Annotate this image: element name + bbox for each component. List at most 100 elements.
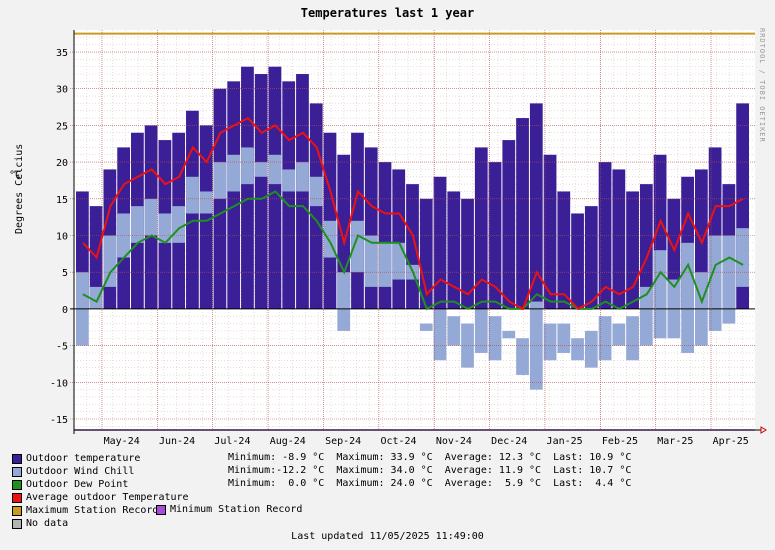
temperature-bar xyxy=(241,66,254,309)
legend-label: Outdoor temperature xyxy=(26,453,141,464)
wind-chill-bar xyxy=(186,176,199,214)
temperature-bar xyxy=(529,103,543,309)
y-tick-label: 35 xyxy=(56,48,68,59)
chart-title: Temperatures last 1 year xyxy=(300,6,475,20)
x-tick-label: Mar-25 xyxy=(657,436,693,447)
y-axis-unit: °C xyxy=(9,170,22,181)
wind-chill-bar xyxy=(557,323,571,353)
temperature-bar xyxy=(461,198,474,309)
last-updated: Last updated 11/05/2025 11:49:00 xyxy=(291,531,484,542)
wind-chill-bar xyxy=(461,323,474,368)
y-tick-label: 5 xyxy=(62,268,68,279)
legend-swatch xyxy=(12,518,22,529)
temperature-bar xyxy=(337,154,351,309)
wind-chill-bar xyxy=(612,323,626,346)
temperature-bar xyxy=(433,176,447,309)
legend-swatch xyxy=(12,479,22,490)
wind-chill-bar xyxy=(241,147,254,185)
wind-chill-bar xyxy=(474,308,488,353)
legend-item-outdoor-temperature: Outdoor temperature xyxy=(12,452,189,465)
stats-wind-chill: Minimum:-12.2 °C Maximum: 34.0 °C Averag… xyxy=(228,465,632,476)
y-tick-label: 0 xyxy=(62,305,68,316)
legend-swatch xyxy=(156,504,166,515)
legend-label: Average outdoor Temperature xyxy=(26,492,189,503)
wind-chill-bar xyxy=(543,323,557,361)
stats-dew-point: Minimum: 0.0 °C Maximum: 24.0 °C Average… xyxy=(228,478,632,489)
wind-chill-bar xyxy=(392,242,406,280)
temperature-bar xyxy=(474,147,488,309)
wind-chill-bar xyxy=(722,235,736,324)
wind-chill-bar xyxy=(268,154,282,185)
wind-chill-bar xyxy=(103,235,117,287)
wind-chill-bar xyxy=(681,242,694,353)
legend-swatch xyxy=(12,453,22,464)
wind-chill-bar xyxy=(626,316,639,361)
legend-swatch xyxy=(12,505,22,516)
temperature-bar xyxy=(406,184,419,309)
legend: Outdoor temperature Outdoor Wind Chill O… xyxy=(12,452,189,530)
temperature-bar xyxy=(227,81,241,309)
temperature-bar xyxy=(199,125,213,309)
legend-label: No data xyxy=(26,518,69,529)
wind-chill-bar xyxy=(296,162,309,192)
wind-chill-bar xyxy=(199,191,213,214)
y-tick-label: -15 xyxy=(50,415,68,426)
temperature-bar xyxy=(268,66,282,309)
legend-swatch xyxy=(12,492,22,503)
x-tick-label: May-24 xyxy=(104,436,140,447)
rrdtool-watermark: RRDTOOL / TOBI OETIKER xyxy=(758,28,766,143)
wind-chill-bar xyxy=(337,272,351,331)
x-tick-label: Jul-24 xyxy=(214,436,250,447)
y-tick-label: 25 xyxy=(56,121,68,132)
legend-label: Outdoor Wind Chill xyxy=(26,466,135,477)
wind-chill-bar xyxy=(598,316,612,361)
wind-chill-bar xyxy=(282,169,296,192)
y-tick-label: -10 xyxy=(50,378,68,389)
temperature-bar xyxy=(543,154,557,309)
temperature-bar xyxy=(612,169,626,309)
temperature-bar xyxy=(392,169,406,309)
wind-chill-bar xyxy=(447,316,461,346)
temperature-bar xyxy=(626,191,639,309)
wind-chill-bar xyxy=(227,154,241,192)
wind-chill-bar xyxy=(351,220,364,273)
temperature-bar xyxy=(254,74,268,309)
wind-chill-bar xyxy=(254,162,268,177)
legend-item-min-record: Minimum Station Record xyxy=(156,504,302,515)
x-tick-label: Oct-24 xyxy=(380,436,416,447)
temperature-bar xyxy=(502,140,516,309)
legend-item-wind-chill: Outdoor Wind Chill xyxy=(12,465,189,478)
x-tick-label: Jan-25 xyxy=(547,436,583,447)
legend-item-max-record: Maximum Station Record xyxy=(12,504,189,517)
stats-block: Minimum: -8.9 °C Maximum: 33.9 °C Averag… xyxy=(228,452,631,491)
wind-chill-bar xyxy=(117,213,131,258)
stats-outdoor-temperature: Minimum: -8.9 °C Maximum: 33.9 °C Averag… xyxy=(228,452,632,463)
temperature-bar xyxy=(571,213,584,309)
legend-label: Maximum Station Record xyxy=(26,505,159,516)
wind-chill-bar xyxy=(364,235,378,287)
x-tick-label: Nov-24 xyxy=(436,436,472,447)
x-tick-label: Aug-24 xyxy=(270,436,306,447)
wind-chill-bar xyxy=(571,338,584,361)
wind-chill-bar xyxy=(172,206,186,243)
temperature-bar xyxy=(282,81,296,309)
x-tick-label: Sep-24 xyxy=(325,436,361,447)
legend-swatch xyxy=(12,466,22,477)
wind-chill-bar xyxy=(309,176,323,207)
legend-item-no-data: No data xyxy=(12,517,189,530)
temperature-bar xyxy=(447,191,461,309)
wind-chill-bar xyxy=(144,198,158,236)
wind-chill-bar xyxy=(378,242,392,287)
y-tick-label: 10 xyxy=(56,232,68,243)
wind-chill-bar xyxy=(584,330,598,368)
temperature-bar xyxy=(516,118,529,309)
wind-chill-bar xyxy=(433,308,447,361)
y-tick-label: 20 xyxy=(56,158,68,169)
legend-label: Minimum Station Record xyxy=(170,504,303,515)
y-tick-label: 30 xyxy=(56,85,68,96)
legend-item-dew-point: Outdoor Dew Point xyxy=(12,478,189,491)
y-tick-label: -5 xyxy=(56,342,68,353)
legend-item-average: Average outdoor Temperature xyxy=(12,491,189,504)
temperature-bar xyxy=(584,206,598,309)
wind-chill-bar xyxy=(708,235,722,331)
